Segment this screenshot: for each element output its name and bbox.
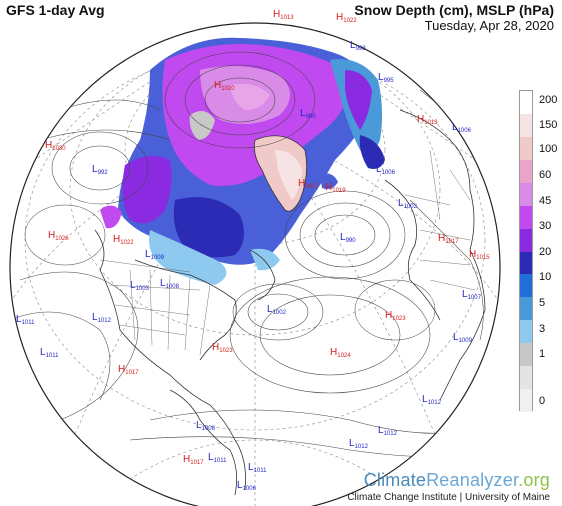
legend-tick-label: 1 [539,348,546,360]
brand-subtitle: Climate Change Institute | University of… [347,492,550,503]
model-title: GFS 1-day Avg [6,2,105,18]
legend-swatch [520,320,532,344]
low-pressure-label: L1009 [145,249,165,261]
low-pressure-label: L1011 [248,462,267,474]
legend-tick-label: 200 [539,94,558,106]
low-pressure-label: L1008 [196,420,216,432]
legend-swatch [520,274,532,298]
low-pressure-label: L990 [300,108,316,120]
high-pressure-label: H1017 [183,454,204,466]
legend-tick-label: 60 [539,169,552,181]
pressure-labels: H1013 H1022 L998 L995 H1030 L992 L1006 H1020 L99… [16,9,490,492]
brand-part-org: .org [518,470,550,490]
high-pressure-label: H1019 [325,182,346,194]
low-pressure-label: L992 [92,164,108,176]
low-pressure-label: L1011 [16,314,35,326]
low-pressure-label: L1009 [453,332,473,344]
high-pressure-label: H1015 [469,249,490,261]
low-pressure-label: L1012 [378,425,398,437]
high-pressure-label: H1030 [45,140,66,152]
legend-tick-label: 5 [539,297,546,309]
brand-part-climate: Climate [363,470,427,490]
legend-swatch [520,251,532,275]
high-pressure-label: H1022 [113,234,134,246]
isobars [10,51,500,457]
high-pressure-label: H1023 [385,310,406,322]
legend-tick-label: 10 [539,271,552,283]
high-pressure-label: H1024 [330,347,351,359]
high-pressure-label: H1013 [417,114,438,126]
legend-swatch [520,205,532,230]
low-pressure-label: L1008 [160,278,180,290]
low-pressure-label: L990 [340,232,356,244]
variable-title: Snow Depth (cm), MSLP (hPa) [354,2,554,18]
snow-cover [100,37,385,285]
low-pressure-label: L1011 [208,452,227,464]
low-pressure-label: L998 [350,40,366,52]
high-pressure-label: H1023 [212,342,233,354]
legend-swatch [520,343,532,367]
high-pressure-label: H1017 [118,364,139,376]
legend-swatch [520,182,532,207]
low-pressure-label: L1003 [398,198,418,210]
brand-logo: ClimateReanalyzer.org [364,470,550,491]
high-pressure-label: H1022 [336,12,357,24]
legend-swatch [520,297,532,321]
legend-colorbar [519,90,533,413]
low-pressure-label: L995 [378,72,394,84]
low-pressure-label: L1011 [40,347,59,359]
low-pressure-label: L1003 [130,280,150,292]
legend-swatch [520,366,532,390]
low-pressure-label: L1012 [349,438,369,450]
legend-tick-label: 20 [539,246,552,258]
high-pressure-label: H1026 [48,230,69,242]
legend-tick-label: 0 [539,395,546,407]
legend-tick-label: 150 [539,119,558,131]
high-pressure-label: H1017 [438,233,459,245]
coastlines [94,109,486,496]
legend-tick-label: 100 [539,143,558,155]
legend-swatch [520,228,532,252]
low-pressure-label: L1002 [267,304,287,316]
low-pressure-label: L1007 [462,289,482,301]
legend-swatch [520,136,532,161]
low-pressure-label: L1012 [422,394,442,406]
forecast-date: Tuesday, Apr 28, 2020 [424,18,554,33]
low-pressure-label: L1012 [92,312,112,324]
legend-tick-label: 45 [539,195,552,207]
brand-part-reanalyzer: Reanalyzer [426,470,519,490]
legend-swatch [520,159,532,184]
high-pressure-label: H1020 [214,80,235,92]
low-pressure-label: L1006 [237,480,257,492]
legend-swatch [520,113,532,138]
high-pressure-label: H1017 [298,178,319,190]
legend-tick-label: 3 [539,323,546,335]
snow-depth-legend: 200 150 100 60 45 30 20 10 5 3 1 0 [519,72,558,413]
low-pressure-label: L1006 [376,164,396,176]
high-pressure-label: H1013 [273,9,294,21]
low-pressure-label: L1006 [452,122,472,134]
legend-swatch [520,91,532,115]
legend-tick-label: 30 [539,220,552,232]
legend-swatch [520,389,532,413]
